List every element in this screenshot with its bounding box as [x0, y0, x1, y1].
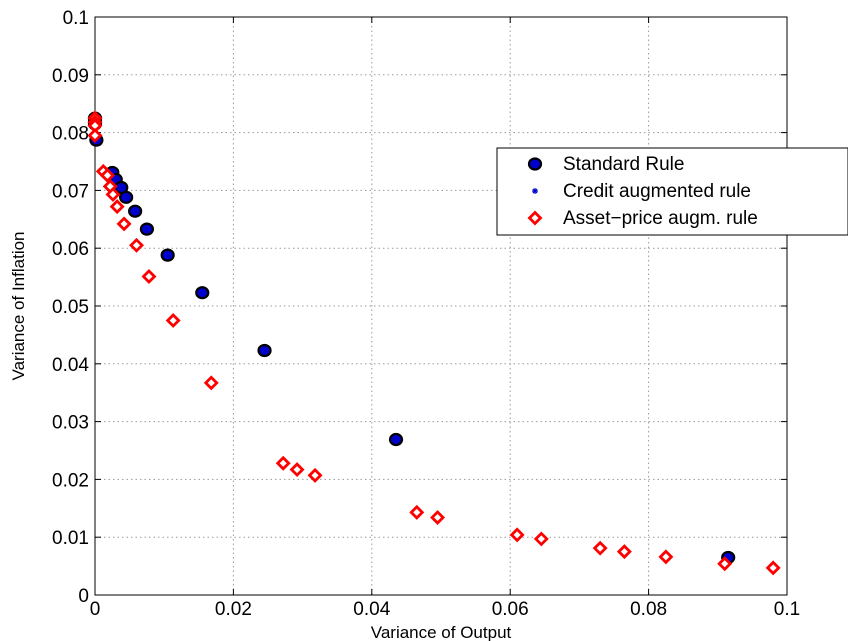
- star-point: [143, 226, 150, 233]
- star-point: [164, 252, 171, 259]
- x-tick-labels: 0 0.02 0.04 0.06 0.08 0.1: [90, 599, 801, 620]
- x-tick-label: 0: [90, 599, 101, 620]
- diamond-point: [87, 128, 103, 143]
- y-tick-label: 0.1: [63, 8, 89, 29]
- star-stroke: [123, 194, 129, 200]
- star-stroke: [532, 188, 538, 194]
- x-tick-label: 0.04: [353, 599, 390, 620]
- diamond-point: [765, 560, 781, 576]
- star-point: [393, 436, 400, 443]
- legend: Standard Rule Credit augmented rule Asset−…: [496, 147, 848, 236]
- y-tick-label: 0.06: [52, 239, 89, 260]
- diamond-point: [165, 312, 181, 328]
- diamond-point: [307, 467, 323, 483]
- legend-marker: [527, 210, 543, 226]
- y-tick-label: 0.03: [52, 413, 89, 434]
- star-stroke: [393, 436, 399, 443]
- diamond-point: [203, 375, 219, 391]
- star-stroke: [118, 184, 124, 191]
- diamond-point: [116, 216, 132, 232]
- diamond-point: [509, 527, 525, 543]
- legend-label: Credit augmented rule: [563, 181, 751, 202]
- x-tick-label: 0.06: [492, 599, 529, 620]
- x-axis-label: Variance of Output: [371, 623, 512, 641]
- legend-item: Standard Rule: [527, 154, 684, 175]
- grid-lines: [95, 17, 787, 595]
- diamond-point: [658, 549, 674, 565]
- y-tick-label: 0.01: [52, 528, 89, 549]
- data-points: [87, 110, 781, 576]
- star-point: [123, 194, 130, 201]
- series-2: [92, 115, 732, 561]
- star-point: [118, 184, 125, 191]
- legend-marker: [527, 157, 543, 171]
- x-tick-label: 0.08: [630, 599, 667, 620]
- diamond-point: [275, 455, 291, 471]
- star-stroke: [165, 252, 171, 258]
- legend-item: Credit augmented rule: [532, 181, 751, 202]
- star-stroke: [199, 290, 205, 296]
- star-point: [261, 347, 268, 354]
- diamond-point: [99, 167, 115, 183]
- y-axis-label: Variance of Inflation: [9, 232, 28, 381]
- diamond-point: [430, 510, 446, 526]
- y-tick-label: 0: [78, 586, 89, 607]
- star-stroke: [262, 347, 268, 354]
- diamond-point: [129, 237, 144, 253]
- star-point: [112, 176, 119, 183]
- y-tick-label: 0.09: [52, 66, 89, 87]
- star-point: [199, 289, 206, 296]
- diamond-point: [141, 269, 157, 285]
- y-tick-label: 0.05: [52, 297, 89, 318]
- y-tick-label: 0.04: [52, 355, 89, 376]
- star-stroke: [113, 176, 119, 182]
- diamond-point: [289, 462, 305, 478]
- y-tick-labels: 0 0.01 0.02 0.03 0.04 0.05 0.06 0.07 0.08 0.09 0.1: [52, 8, 89, 607]
- legend-item: Asset−price augm. rule: [527, 208, 758, 229]
- diamond-point: [592, 540, 608, 556]
- legend-marker: [532, 188, 538, 194]
- legend-label: Standard Rule: [563, 154, 684, 175]
- axis-ticks: [94, 16, 788, 596]
- y-tick-label: 0.02: [52, 470, 89, 491]
- diamond-point: [105, 186, 121, 202]
- y-tick-label: 0.07: [52, 181, 89, 202]
- star-stroke: [144, 226, 150, 232]
- diamond-point: [409, 504, 425, 520]
- diamond-point: [109, 199, 125, 215]
- x-tick-label: 0.1: [774, 599, 800, 620]
- legend-box: [496, 147, 848, 236]
- diamond-point: [533, 531, 549, 547]
- series-3: [87, 110, 781, 576]
- diamond-point: [616, 544, 632, 560]
- x-tick-label: 0.02: [215, 599, 252, 620]
- legend-label: Asset−price augm. rule: [563, 208, 758, 229]
- star-stroke: [132, 208, 138, 214]
- y-tick-label: 0.08: [52, 124, 89, 145]
- diamond-point: [717, 556, 733, 572]
- star-point: [132, 208, 139, 215]
